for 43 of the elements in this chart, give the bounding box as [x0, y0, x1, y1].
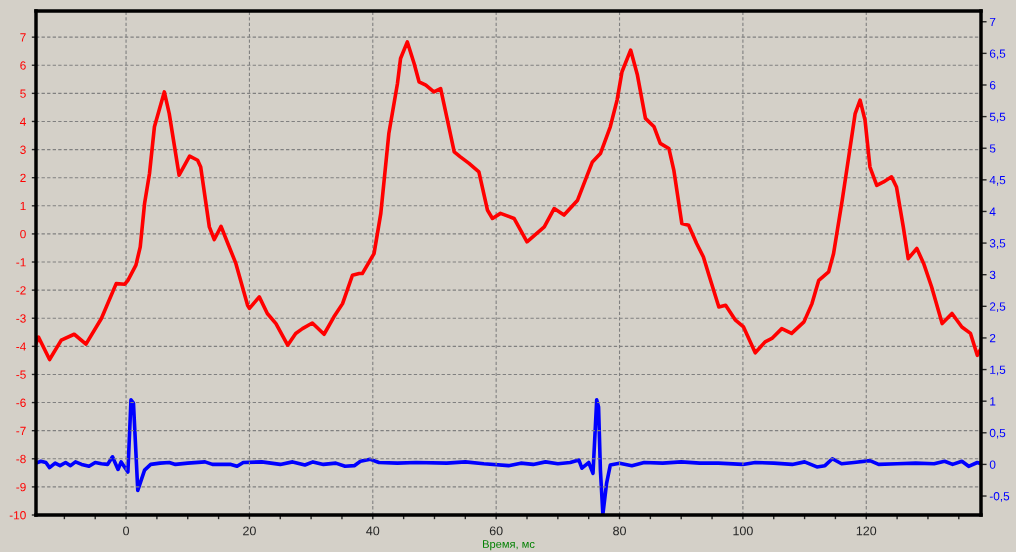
y-tick-label: -4 [16, 342, 26, 351]
y-tick-label: -2 [16, 286, 26, 295]
y2-tick-label: 4,5 [989, 176, 1006, 186]
y2-tick-label: 0,5 [989, 428, 1006, 439]
y2-tick-label: -0,5 [989, 492, 1010, 502]
y2-tick-label: 5 [989, 144, 996, 153]
y-tick-label: 7 [20, 33, 26, 42]
y2-tick-label: 7 [989, 17, 996, 27]
y-tick-label: -10 [9, 511, 26, 520]
x-tick-label: 100 [733, 526, 753, 536]
y2-tick-label: 3 [989, 270, 996, 280]
y2-tick-label: 6 [989, 81, 996, 90]
y2-tick-label: 2 [989, 333, 996, 343]
y-tick-label: 2 [20, 173, 26, 182]
y2-tick-label: 1 [990, 397, 996, 406]
line-series [36, 40, 981, 362]
x-tick-label: 0 [123, 526, 130, 536]
y-tick-label: -9 [16, 482, 26, 492]
y2-tick-label: 6,5 [989, 49, 1006, 60]
x-tick-label: 80 [613, 526, 626, 536]
y2-tick-label: 4 [989, 207, 996, 216]
y2-tick-label: 5,5 [989, 112, 1006, 123]
y-tick-label: 0 [20, 229, 26, 239]
x-tick-label: 120 [856, 526, 877, 536]
y-tick-label: -5 [16, 370, 26, 379]
y-tick-label: 4 [19, 117, 26, 126]
y-tick-label: -1 [16, 258, 26, 267]
y-tick-label: -3 [16, 314, 26, 323]
y-tick-label: 6 [20, 61, 26, 70]
x-tick-label: 20 [243, 526, 256, 536]
y2-tick-label: 0 [989, 460, 996, 469]
y-tick-label: 3 [20, 145, 26, 154]
y-tick-label: -7 [16, 426, 26, 435]
x-axis-title: Время, мс [483, 540, 535, 551]
y-tick-label: -6 [16, 398, 26, 407]
y2-tick-label: 1,5 [990, 365, 1006, 376]
x-tick-label: 60 [489, 526, 503, 536]
y-tick-label: -8 [16, 454, 26, 464]
y2-tick-label: 3,5 [989, 239, 1006, 249]
y2-tick-label: 2,5 [989, 302, 1006, 313]
x-tick-label: 40 [366, 526, 380, 536]
y-tick-label: 5 [20, 89, 26, 98]
y-tick-label: 1 [20, 201, 26, 211]
